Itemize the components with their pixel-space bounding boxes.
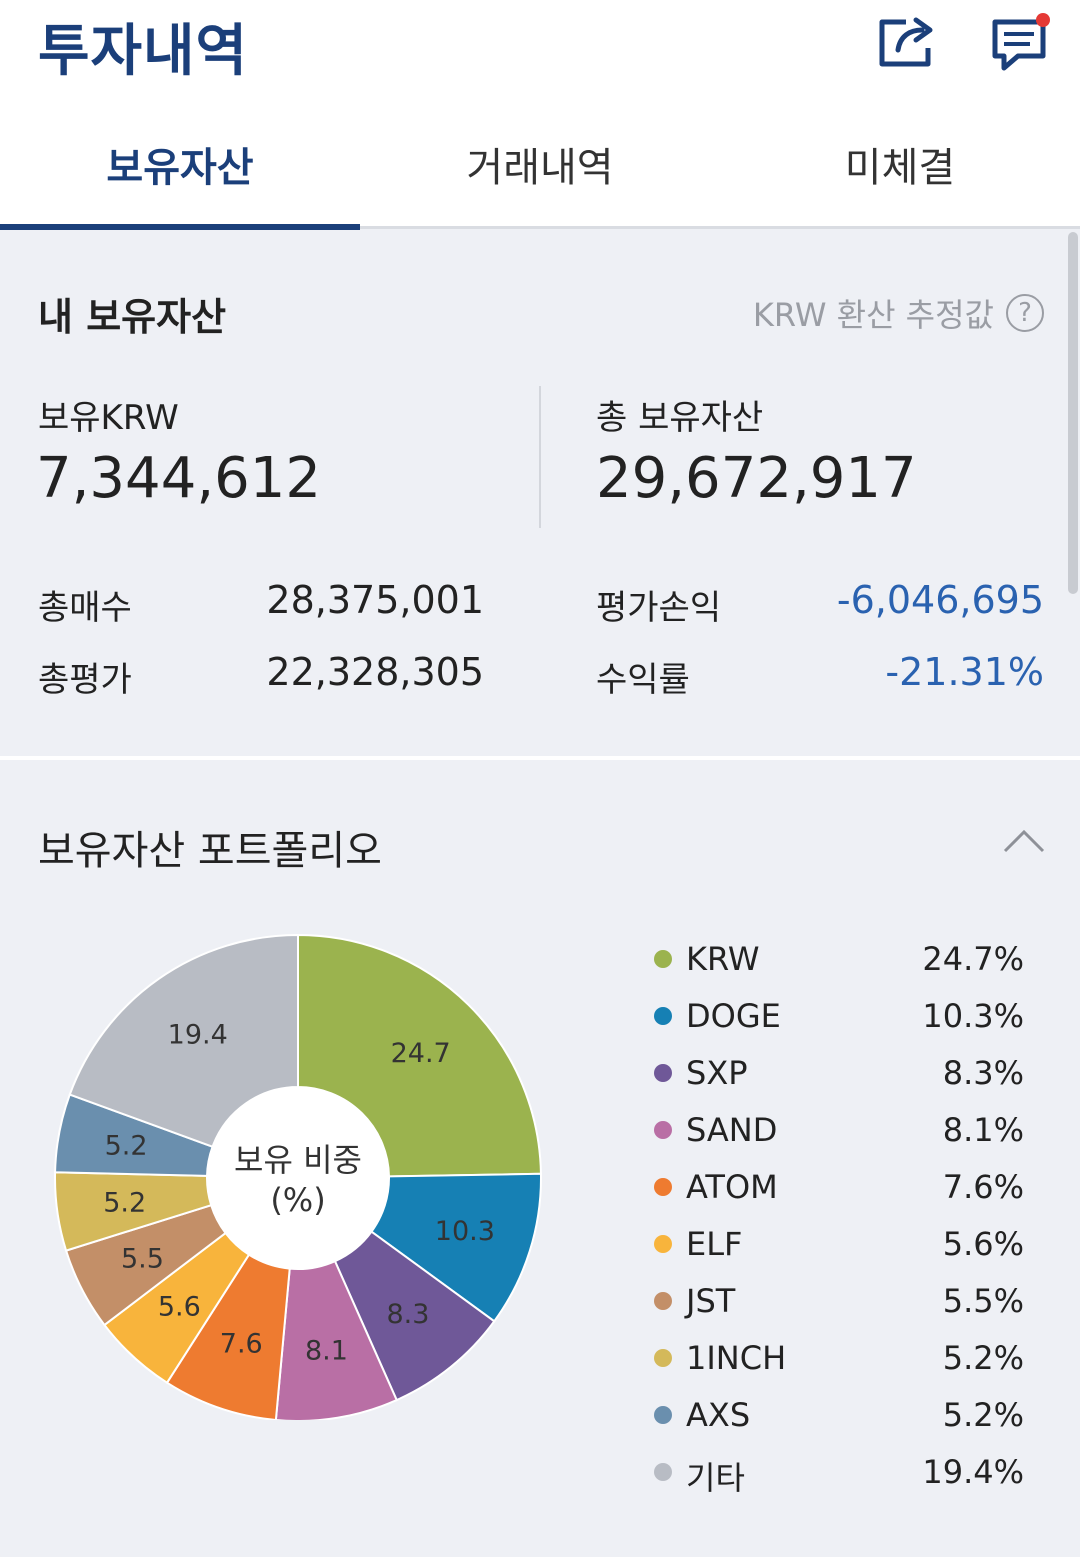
donut-center-label: 보유 비중 (%) bbox=[222, 1140, 374, 1220]
legend-percent: 19.4% bbox=[922, 1453, 1024, 1491]
tab-bar: 보유자산 거래내역 미체결 bbox=[0, 128, 1080, 228]
total-buy-label: 총매수 bbox=[38, 588, 132, 628]
notification-dot-icon bbox=[1036, 13, 1050, 27]
legend-percent: 8.1% bbox=[942, 1111, 1024, 1149]
legend-item: SXP 8.3% bbox=[650, 1044, 1030, 1101]
legend-dot bbox=[654, 1406, 672, 1424]
legend-item: AXS 5.2% bbox=[650, 1386, 1030, 1443]
legend-percent: 24.7% bbox=[922, 940, 1024, 978]
share-icon bbox=[879, 17, 933, 67]
active-tab-indicator bbox=[0, 224, 360, 230]
pie-data-label: 8.3 bbox=[386, 1299, 429, 1330]
pie-data-label: 10.3 bbox=[435, 1216, 495, 1247]
total-eval-label: 총평가 bbox=[38, 660, 132, 700]
total-buy-value: 28,375,001 bbox=[266, 578, 484, 622]
tab-transactions[interactable]: 거래내역 bbox=[466, 145, 614, 191]
legend-dot bbox=[654, 1235, 672, 1253]
legend-dot bbox=[654, 1463, 672, 1481]
legend-percent: 5.6% bbox=[942, 1225, 1024, 1263]
pie-data-label: 5.2 bbox=[105, 1130, 148, 1161]
total-assets-label: 총 보유자산 bbox=[596, 398, 764, 438]
legend-dot bbox=[654, 1007, 672, 1025]
page-title: 투자내역 bbox=[38, 19, 249, 84]
pie-data-label: 7.6 bbox=[220, 1329, 263, 1360]
chat-icon bbox=[992, 13, 1050, 71]
pie-data-label: 24.7 bbox=[391, 1038, 451, 1069]
legend-dot bbox=[654, 1292, 672, 1310]
portfolio-legend: KRW 24.7% DOGE 10.3% SXP 8.3% SAND 8.1% … bbox=[650, 930, 1030, 1500]
legend-percent: 7.6% bbox=[942, 1168, 1024, 1206]
summary-divider bbox=[539, 386, 541, 528]
pie-data-label: 5.6 bbox=[158, 1292, 201, 1323]
legend-name: ELF bbox=[686, 1225, 743, 1263]
portfolio-title: 보유자산 포트폴리오 bbox=[38, 828, 382, 874]
legend-name: 기타 bbox=[686, 1459, 745, 1497]
legend-percent: 8.3% bbox=[942, 1054, 1024, 1092]
legend-percent: 10.3% bbox=[922, 997, 1024, 1035]
legend-dot bbox=[654, 1178, 672, 1196]
legend-name: JST bbox=[686, 1282, 736, 1320]
pnl-value: -6,046,695 bbox=[836, 578, 1044, 622]
scrollbar[interactable] bbox=[1068, 232, 1078, 594]
legend-item: DOGE 10.3% bbox=[650, 987, 1030, 1044]
legend-percent: 5.5% bbox=[942, 1282, 1024, 1320]
help-icon[interactable]: ? bbox=[1006, 294, 1044, 332]
donut-center-line2: (%) bbox=[270, 1181, 326, 1219]
pie-data-label: 5.5 bbox=[121, 1243, 164, 1274]
legend-item: SAND 8.1% bbox=[650, 1101, 1030, 1158]
my-assets-title: 내 보유자산 bbox=[38, 295, 227, 339]
return-rate-value: -21.31% bbox=[885, 650, 1044, 694]
total-assets-value: 29,672,917 bbox=[596, 446, 917, 511]
legend-dot bbox=[654, 1064, 672, 1082]
tab-holdings[interactable]: 보유자산 bbox=[106, 145, 254, 191]
legend-dot bbox=[654, 1121, 672, 1139]
krw-estimate-label: KRW 환산 추정값 bbox=[752, 296, 994, 334]
share-button[interactable] bbox=[876, 14, 936, 70]
legend-item: 기타 19.4% bbox=[650, 1443, 1030, 1500]
donut-center-line1: 보유 비중 bbox=[234, 1141, 362, 1179]
legend-item: ELF 5.6% bbox=[650, 1215, 1030, 1272]
pie-data-label: 19.4 bbox=[168, 1020, 228, 1051]
legend-item: KRW 24.7% bbox=[650, 930, 1030, 987]
holding-krw-label: 보유KRW bbox=[38, 398, 179, 438]
legend-item: ATOM 7.6% bbox=[650, 1158, 1030, 1215]
message-button[interactable] bbox=[990, 12, 1052, 72]
legend-name: 1INCH bbox=[686, 1339, 787, 1377]
app-header: 투자내역 보유자산 거래내역 미체결 bbox=[0, 0, 1080, 228]
legend-percent: 5.2% bbox=[942, 1396, 1024, 1434]
collapse-button[interactable] bbox=[1002, 826, 1046, 854]
legend-name: SXP bbox=[686, 1054, 748, 1092]
legend-name: KRW bbox=[686, 940, 760, 978]
legend-name: AXS bbox=[686, 1396, 751, 1434]
legend-dot bbox=[654, 950, 672, 968]
legend-item: 1INCH 5.2% bbox=[650, 1329, 1030, 1386]
return-rate-label: 수익률 bbox=[596, 660, 690, 700]
legend-percent: 5.2% bbox=[942, 1339, 1024, 1377]
portfolio-donut-chart: 24.7 10.3 8.3 8.1 7.6 5.6 5.5 5.2 5.2 19.4 bbox=[54, 933, 542, 1420]
tab-divider bbox=[360, 226, 1080, 229]
chevron-up-icon bbox=[1003, 829, 1045, 853]
holding-krw-value: 7,344,612 bbox=[36, 446, 322, 511]
section-divider bbox=[0, 756, 1080, 760]
pie-data-label: 8.1 bbox=[305, 1336, 348, 1367]
pie-data-label: 5.2 bbox=[103, 1187, 146, 1218]
legend-name: ATOM bbox=[686, 1168, 778, 1206]
legend-dot bbox=[654, 1349, 672, 1367]
tab-unfilled-orders[interactable]: 미체결 bbox=[844, 145, 956, 191]
legend-name: DOGE bbox=[686, 997, 781, 1035]
legend-name: SAND bbox=[686, 1111, 778, 1149]
total-eval-value: 22,328,305 bbox=[266, 650, 484, 694]
pnl-label: 평가손익 bbox=[596, 588, 722, 628]
krw-estimate-note[interactable]: KRW 환산 추정값 ? bbox=[753, 290, 1044, 336]
legend-item: JST 5.5% bbox=[650, 1272, 1030, 1329]
donut-hole bbox=[207, 1087, 389, 1269]
